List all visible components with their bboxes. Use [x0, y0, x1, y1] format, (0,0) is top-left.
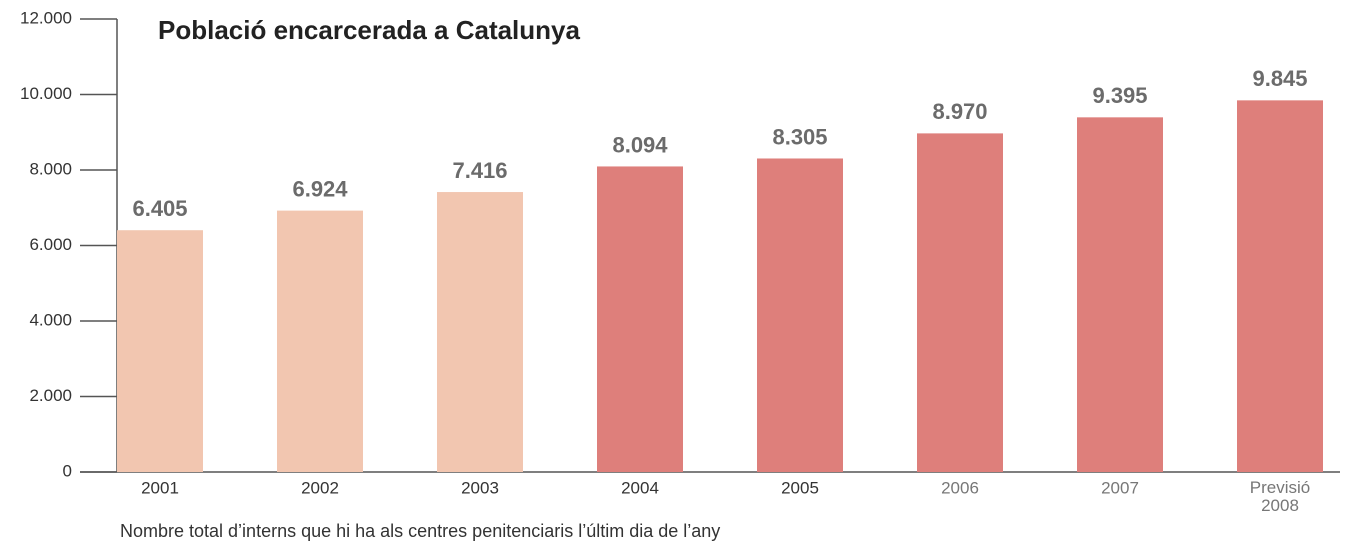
x-tick-label: 2003: [461, 478, 499, 497]
y-tick-label: 0: [63, 461, 72, 480]
value-label: 6.924: [292, 176, 348, 201]
value-label: 8.094: [612, 132, 668, 157]
x-tick-label: 2002: [301, 478, 339, 497]
x-tick-label: 2007: [1101, 478, 1139, 497]
bar: [917, 133, 1003, 472]
bar: [597, 166, 683, 472]
x-tick-label: 2001: [141, 478, 179, 497]
value-label: 8.305: [772, 124, 827, 149]
y-tick-label: 6.000: [29, 235, 72, 254]
chart-title: Població encarcerada a Catalunya: [158, 15, 581, 45]
value-label: 6.405: [132, 196, 187, 221]
y-tick-label: 2.000: [29, 386, 72, 405]
y-tick-label: 10.000: [20, 84, 72, 103]
value-label: 8.970: [932, 99, 987, 124]
bar: [1077, 117, 1163, 473]
y-tick-label: 12.000: [20, 8, 72, 27]
bar: [757, 158, 843, 472]
bar: [437, 192, 523, 472]
caption: Nombre total d’interns que hi ha als cen…: [120, 521, 720, 541]
y-tick-label: 8.000: [29, 159, 72, 178]
bar: [1237, 100, 1323, 472]
value-label: 9.395: [1092, 83, 1147, 108]
x-tick-label: Previsió 2008: [1250, 478, 1310, 515]
bar: [277, 210, 363, 472]
x-tick-label: 2004: [621, 478, 659, 497]
value-label: 7.416: [452, 158, 507, 183]
bar: [117, 230, 203, 472]
x-tick-label: 2006: [941, 478, 979, 497]
x-tick-label: 2005: [781, 478, 819, 497]
value-label: 9.845: [1252, 66, 1307, 91]
y-tick-label: 4.000: [29, 310, 72, 329]
